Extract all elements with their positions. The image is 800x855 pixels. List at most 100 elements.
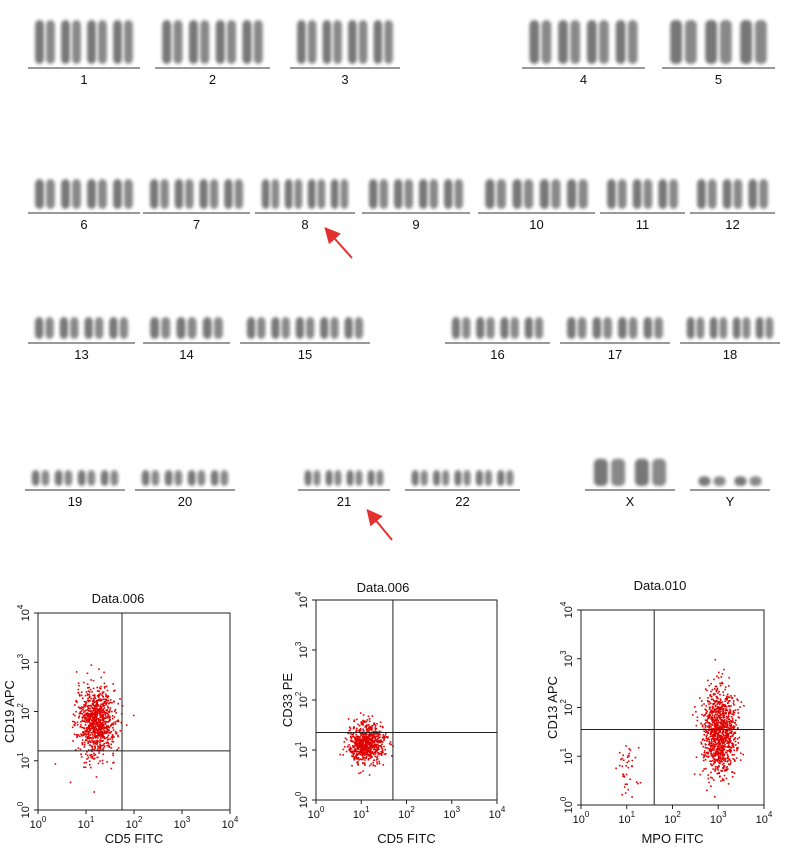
event-dot — [710, 785, 712, 787]
event-dot — [104, 730, 107, 733]
event-dot — [716, 748, 719, 751]
event-dot — [725, 734, 728, 737]
event-dot — [720, 759, 723, 761]
chromosome — [643, 317, 653, 339]
event-dot — [716, 753, 719, 756]
event-dot — [93, 698, 95, 701]
event-dot — [91, 739, 93, 741]
event-dot — [627, 760, 630, 763]
event-dot — [365, 724, 367, 727]
chromosome — [577, 317, 587, 339]
event-dot — [97, 705, 99, 707]
event-dot — [360, 732, 362, 735]
event-dot — [719, 725, 722, 727]
event-dot — [704, 688, 707, 690]
event-dot — [104, 737, 106, 740]
tick-exp: 2 — [559, 699, 568, 704]
event-dot — [83, 713, 86, 716]
event-dot — [86, 730, 89, 733]
chromosome — [432, 470, 441, 486]
chromosome — [124, 20, 133, 64]
event-dot — [78, 712, 81, 715]
event-dot — [87, 713, 90, 715]
event-dot — [89, 707, 91, 710]
event-dot — [735, 749, 738, 752]
event-dot — [104, 717, 107, 720]
event-dot — [363, 733, 366, 735]
event-dot — [96, 729, 99, 732]
event-dot — [709, 760, 711, 763]
event-dot — [102, 715, 105, 718]
event-dot — [351, 740, 354, 743]
event-dot — [382, 751, 384, 754]
event-dot — [74, 749, 77, 751]
event-dot — [731, 697, 734, 699]
event-dot — [710, 731, 712, 734]
event-dot — [353, 749, 356, 751]
event-dot — [83, 746, 86, 748]
event-dot — [90, 754, 93, 756]
tick-label: 103 — [559, 650, 575, 667]
event-dot — [96, 701, 98, 703]
event-dot — [721, 706, 723, 708]
chromosome-group: 7 — [143, 179, 250, 232]
event-dot — [707, 751, 709, 754]
event-dot — [113, 700, 115, 703]
event-dot — [348, 729, 351, 732]
event-dot — [732, 744, 735, 747]
event-dot — [716, 727, 719, 730]
chromosome — [733, 179, 743, 209]
tick-label: 100 — [294, 791, 310, 808]
event-dot — [82, 697, 84, 700]
event-dot — [727, 733, 730, 735]
event-dot — [364, 759, 366, 761]
event-dot — [364, 721, 366, 723]
event-dot — [726, 739, 728, 742]
event-dot — [719, 693, 721, 696]
event-dot — [377, 744, 380, 747]
event-dot — [368, 738, 371, 741]
event-dot — [371, 756, 373, 758]
event-dot — [98, 690, 100, 693]
event-dot — [99, 716, 102, 719]
event-dot — [100, 703, 103, 706]
event-dot — [353, 756, 356, 758]
chromosome — [334, 470, 342, 486]
event-dot — [365, 738, 367, 740]
event-dot — [78, 684, 80, 687]
event-dot — [372, 736, 375, 738]
event-dot — [706, 725, 709, 728]
event-dot — [362, 746, 364, 748]
event-dot — [737, 699, 739, 702]
event-dot — [85, 700, 87, 703]
event-dot — [94, 710, 97, 712]
chromosome — [234, 179, 244, 209]
event-dot — [95, 708, 97, 710]
event-dot — [729, 750, 731, 752]
chromosome — [358, 20, 368, 64]
event-dot — [360, 748, 363, 750]
event-dot — [715, 731, 718, 734]
event-dot — [83, 703, 85, 706]
event-dot — [81, 734, 83, 736]
chromosome — [113, 179, 122, 209]
event-dot — [384, 733, 387, 735]
event-dot — [349, 746, 352, 748]
event-dot — [105, 715, 107, 717]
event-dot — [88, 715, 90, 718]
chromosome — [607, 179, 616, 209]
event-dot — [711, 705, 714, 708]
event-dot — [716, 745, 719, 748]
event-dot — [716, 734, 719, 736]
event-dot — [726, 693, 729, 696]
event-dot — [376, 732, 378, 735]
event-dot — [114, 730, 117, 733]
event-dot — [726, 756, 729, 759]
event-dot — [115, 732, 118, 734]
event-dot — [709, 711, 711, 714]
event-dot — [114, 710, 116, 712]
event-dot — [368, 737, 370, 740]
event-dot — [371, 751, 374, 754]
